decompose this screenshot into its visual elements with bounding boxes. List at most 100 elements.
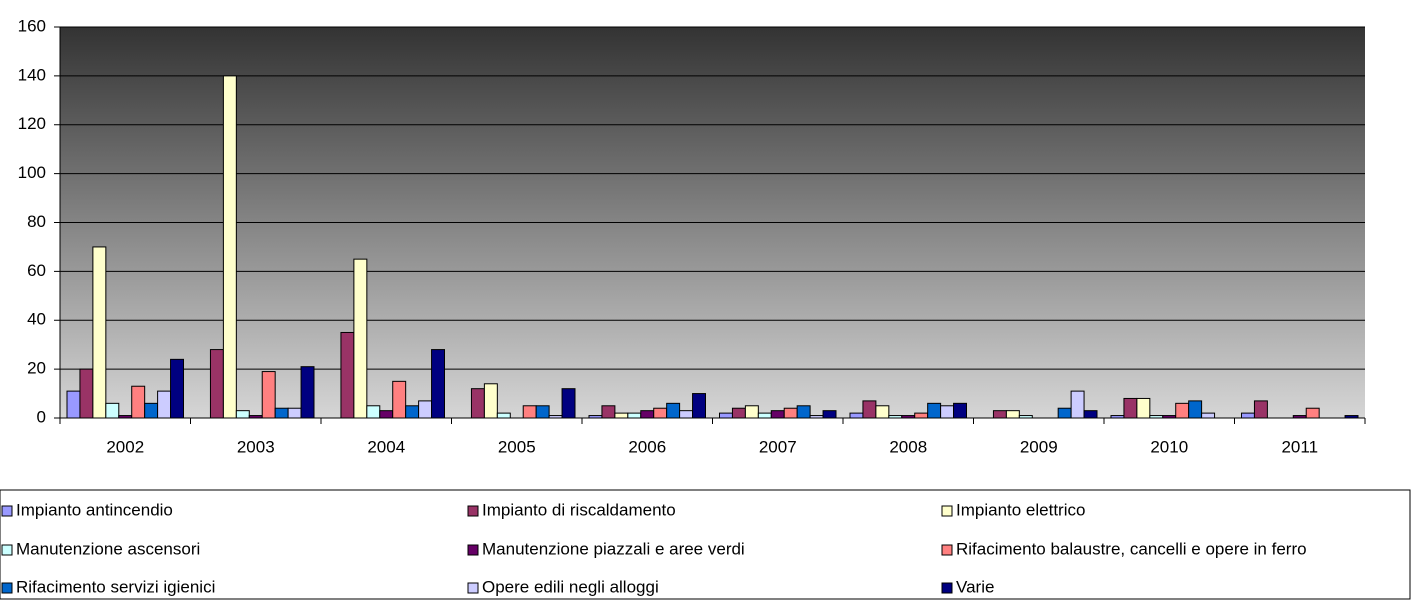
bar bbox=[875, 405, 890, 419]
legend-swatch bbox=[941, 505, 953, 517]
bar bbox=[92, 246, 107, 419]
bar bbox=[1241, 412, 1255, 419]
x-tick-label: 2002 bbox=[106, 437, 144, 456]
bar bbox=[144, 402, 159, 419]
bar bbox=[496, 412, 511, 419]
bar bbox=[418, 400, 433, 419]
legend-label: Opere edili negli alloggi bbox=[482, 577, 659, 596]
x-tick-label: 2009 bbox=[1020, 437, 1058, 456]
x-tick-label: 2005 bbox=[498, 437, 536, 456]
bar bbox=[287, 407, 302, 419]
bar bbox=[1123, 397, 1138, 419]
legend-swatch bbox=[1, 505, 13, 517]
bar bbox=[379, 410, 394, 419]
x-tick-label: 2004 bbox=[367, 437, 405, 456]
bar bbox=[992, 410, 1007, 419]
bar bbox=[731, 407, 746, 419]
bar bbox=[170, 358, 185, 419]
bar bbox=[209, 349, 224, 419]
y-tick-label: 60 bbox=[27, 261, 46, 280]
bar bbox=[522, 405, 537, 419]
bar bbox=[340, 331, 355, 419]
bar bbox=[66, 390, 81, 419]
bar bbox=[274, 407, 289, 419]
legend-swatch bbox=[941, 544, 953, 556]
bar bbox=[692, 393, 706, 419]
x-tick-label: 2011 bbox=[1281, 437, 1318, 456]
bar bbox=[1005, 410, 1020, 419]
bar bbox=[679, 410, 694, 419]
bar bbox=[1175, 402, 1190, 419]
bar bbox=[914, 412, 929, 419]
legend-label: Impianto di riscaldamento bbox=[482, 500, 676, 519]
bar bbox=[353, 258, 368, 419]
bar bbox=[157, 390, 172, 419]
legend-swatch bbox=[941, 582, 953, 594]
bar bbox=[1201, 412, 1216, 419]
bar bbox=[1136, 397, 1151, 419]
bar bbox=[1305, 407, 1320, 419]
bar bbox=[470, 388, 485, 419]
y-tick-label: 40 bbox=[27, 310, 46, 329]
bar bbox=[653, 407, 668, 419]
y-tick-label: 120 bbox=[18, 114, 46, 133]
bar bbox=[719, 412, 733, 419]
bar bbox=[822, 410, 837, 419]
bar bbox=[783, 407, 798, 419]
bar bbox=[953, 402, 967, 419]
bar bbox=[666, 402, 681, 419]
legend-swatch bbox=[467, 544, 479, 556]
bar bbox=[222, 75, 237, 419]
bar bbox=[483, 383, 498, 419]
legend-swatch bbox=[467, 582, 479, 594]
x-tick-label: 2007 bbox=[759, 437, 797, 456]
legend-swatch bbox=[467, 505, 479, 517]
bar bbox=[79, 368, 94, 419]
bar bbox=[431, 349, 445, 419]
bar bbox=[601, 405, 616, 419]
x-tick-label: 2008 bbox=[889, 437, 927, 456]
y-tick-label: 140 bbox=[18, 65, 46, 84]
bar bbox=[366, 405, 381, 419]
legend-swatch bbox=[1, 544, 13, 556]
bar bbox=[927, 402, 942, 419]
bar bbox=[261, 371, 276, 419]
bar bbox=[300, 366, 315, 419]
bar bbox=[849, 412, 864, 419]
bar bbox=[770, 410, 785, 419]
legend-label: Rifacimento balaustre, cancelli e opere … bbox=[956, 539, 1307, 558]
bar bbox=[614, 412, 629, 419]
y-tick-label: 100 bbox=[18, 163, 46, 182]
legend-swatch bbox=[1, 582, 13, 594]
legend-label: Impianto antincendio bbox=[16, 500, 173, 519]
bar bbox=[1188, 400, 1203, 419]
y-tick-label: 0 bbox=[37, 407, 46, 426]
y-tick-label: 20 bbox=[27, 359, 46, 378]
bar bbox=[235, 410, 250, 419]
bar bbox=[1253, 400, 1268, 419]
bar bbox=[105, 402, 120, 419]
bar bbox=[535, 405, 550, 419]
legend-label: Rifacimento servizi igienici bbox=[16, 577, 215, 596]
x-tick-label: 2010 bbox=[1150, 437, 1188, 456]
bar bbox=[757, 412, 772, 419]
bar bbox=[796, 405, 811, 419]
bar bbox=[940, 405, 955, 419]
legend-label: Manutenzione ascensori bbox=[16, 539, 200, 558]
x-tick-label: 2006 bbox=[628, 437, 666, 456]
x-tick-label: 2003 bbox=[237, 437, 275, 456]
legend-label: Impianto elettrico bbox=[956, 500, 1085, 519]
bar bbox=[640, 410, 655, 419]
bar bbox=[561, 388, 576, 419]
bar bbox=[744, 405, 759, 419]
legend-box bbox=[0, 489, 1411, 600]
bar bbox=[131, 385, 146, 419]
bar bbox=[392, 380, 407, 419]
y-tick-label: 160 bbox=[18, 16, 46, 35]
legend-label: Varie bbox=[956, 577, 994, 596]
bar bbox=[405, 405, 420, 419]
y-tick-label: 80 bbox=[27, 212, 46, 231]
bar bbox=[862, 400, 877, 419]
legend-label: Manutenzione piazzali e aree verdi bbox=[482, 539, 745, 558]
